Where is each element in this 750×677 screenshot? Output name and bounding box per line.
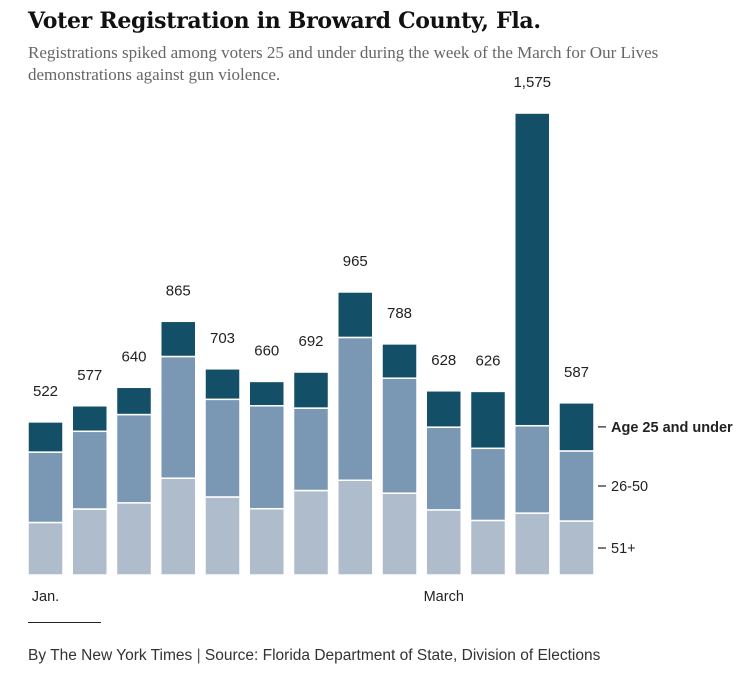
bar-total-label: 660: [254, 342, 279, 359]
bar-segment-age-25-and-under: [160, 320, 197, 358]
footer-separator: |: [196, 647, 201, 664]
bar-segment-age-25-and-under: [204, 368, 241, 401]
bar-segment-age-25-and-under: [292, 371, 330, 409]
byline: By The New York Times: [28, 647, 193, 664]
bar-total-label: 965: [343, 253, 368, 270]
legend-label-26-50: 26-50: [611, 479, 648, 495]
bar-segment-26-50: [425, 426, 462, 511]
source-note: Source: Florida Department of State, Div…: [204, 647, 601, 664]
bar-segment-age-25-and-under: [558, 402, 595, 452]
bar-segment-51: [71, 508, 108, 576]
bar-segment-26-50: [204, 398, 241, 498]
bar-segment-26-50: [514, 424, 551, 514]
bar-total-label: 628: [431, 352, 456, 369]
bar-segment-51: [204, 496, 241, 576]
bar-segment-age-25-and-under: [425, 390, 462, 428]
bar-total-label: 703: [210, 330, 235, 347]
bar-segment-age-25-and-under: [115, 386, 153, 416]
legend-label-age-25-and-under: Age 25 and under: [611, 420, 733, 436]
bar-segment-age-25-and-under: [381, 343, 418, 379]
bar-segment-51: [558, 520, 595, 576]
bar-segment-26-50: [160, 355, 197, 479]
bar-segment-26-50: [469, 447, 507, 522]
bar-segment-age-25-and-under: [248, 380, 285, 407]
bar-segment-age-25-and-under: [27, 421, 64, 453]
bar-segment-26-50: [558, 450, 595, 522]
bar-segment-51: [514, 512, 551, 576]
bar-segment-51: [160, 477, 197, 576]
bar-segment-51: [469, 519, 507, 576]
bar-total-label: 865: [166, 282, 191, 299]
bar-segment-age-25-and-under: [337, 291, 374, 339]
bar-segment-age-25-and-under: [469, 390, 507, 450]
bar-segment-51: [115, 502, 153, 576]
bar-segment-51: [337, 479, 374, 576]
bar-total-label: 587: [564, 364, 589, 381]
bar-segment-26-50: [71, 430, 108, 510]
legend-label-51: 51+: [611, 541, 636, 557]
bar-segment-26-50: [115, 413, 153, 504]
bar-total-label: 626: [475, 352, 500, 369]
bar-segment-26-50: [292, 407, 330, 492]
footer: By The New York Times | Source: Florida …: [28, 647, 728, 665]
bar-total-label: 788: [387, 305, 412, 322]
x-tick-label: March: [424, 589, 464, 605]
bar-total-label: 522: [33, 383, 58, 400]
bar-total-label: 1,575: [513, 74, 551, 91]
bar-segment-26-50: [337, 336, 374, 482]
bar-segment-51: [27, 521, 64, 576]
bar-segment-51: [381, 492, 418, 576]
bar-segment-26-50: [248, 405, 285, 510]
x-tick-label: Jan.: [32, 589, 59, 605]
bar-total-label: 692: [298, 333, 323, 350]
bar-segment-age-25-and-under: [71, 405, 108, 433]
bar-segment-51: [425, 509, 462, 576]
bar-segment-51: [248, 507, 285, 576]
footer-divider: [28, 622, 101, 623]
bar-segment-26-50: [381, 377, 418, 494]
bar-segment-26-50: [27, 451, 64, 524]
bar-total-label: 640: [121, 348, 146, 365]
bar-segment-51: [292, 489, 330, 576]
chart-title: Voter Registration in Broward County, Fl…: [28, 8, 541, 34]
chart-subtitle: Registrations spiked among voters 25 and…: [28, 43, 659, 84]
bar-segment-age-25-and-under: [514, 112, 551, 427]
bar-total-label: 577: [77, 367, 102, 384]
